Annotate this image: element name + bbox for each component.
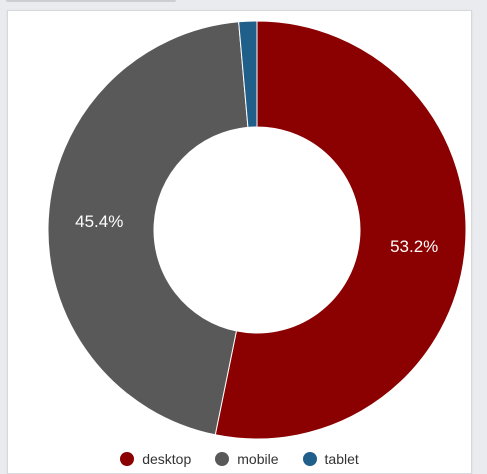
donut-slice-mobile[interactable] xyxy=(47,21,249,436)
data-label-mobile: 45.4% xyxy=(75,212,123,231)
legend-swatch-tablet xyxy=(302,452,317,466)
legend-label-mobile: mobile xyxy=(237,451,279,467)
donut-chart: 53.2% 45.4% xyxy=(47,20,467,440)
top-strip xyxy=(0,0,487,10)
legend-label-tablet: tablet xyxy=(324,451,359,467)
cut-off-header xyxy=(6,0,176,2)
chart-card: 53.2% 45.4% desktop mobile tablet xyxy=(7,10,472,474)
donut-slice-desktop[interactable] xyxy=(214,20,467,440)
legend-item-mobile[interactable]: mobile xyxy=(215,451,279,467)
legend-swatch-desktop xyxy=(120,452,135,466)
donut-slices xyxy=(47,20,467,440)
legend-swatch-mobile xyxy=(215,452,230,466)
legend-label-desktop: desktop xyxy=(142,451,192,467)
chart-legend: desktop mobile tablet xyxy=(8,448,471,470)
legend-item-tablet[interactable]: tablet xyxy=(302,451,359,467)
legend-item-desktop[interactable]: desktop xyxy=(120,451,191,467)
data-label-desktop: 53.2% xyxy=(390,237,438,256)
donut-slice-tablet[interactable] xyxy=(238,20,258,128)
donut-data-labels: 53.2% 45.4% xyxy=(75,212,438,256)
